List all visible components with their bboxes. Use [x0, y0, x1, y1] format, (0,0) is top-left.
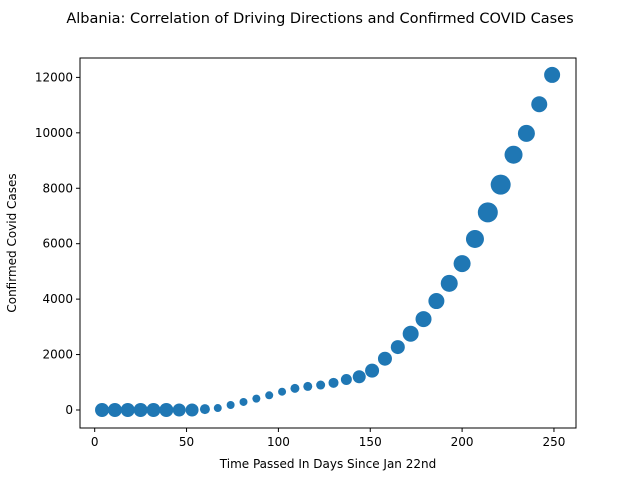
- plot-area-frame: [79, 57, 577, 429]
- scatter-point-4: [146, 402, 161, 417]
- y-tick-label: 4000: [42, 292, 73, 306]
- y-tick-label: 2000: [42, 348, 73, 362]
- scatter-point-20: [352, 370, 366, 384]
- scatter-point-13: [265, 391, 274, 400]
- scatter-point-5: [159, 402, 174, 417]
- scatter-point-14: [278, 387, 287, 396]
- scatter-point-9: [213, 404, 222, 413]
- x-tick-label: 150: [359, 435, 382, 449]
- y-tick-label: 12000: [35, 70, 73, 84]
- scatter-point-18: [328, 377, 339, 388]
- points-layer: [95, 66, 561, 417]
- scatter-point-6: [172, 403, 186, 417]
- x-axis-ticks: 0 50 100 150 200 250: [91, 428, 566, 449]
- scatter-point-34: [531, 96, 548, 113]
- x-tick-label: 0: [91, 435, 99, 449]
- scatter-point-1: [107, 402, 122, 417]
- scatter-point-22: [377, 351, 392, 366]
- scatter-point-0: [95, 402, 110, 417]
- scatter-point-23: [390, 340, 405, 355]
- scatter-point-32: [504, 145, 523, 164]
- scatter-point-28: [453, 255, 471, 273]
- scatter-point-10: [226, 401, 235, 409]
- y-axis-ticks: 0 2000 4000 6000 8000 10000 12000: [35, 70, 80, 417]
- scatter-point-26: [428, 293, 445, 310]
- x-axis-label: Time Passed In Days Since Jan 22nd: [219, 457, 436, 471]
- scatter-point-11: [239, 397, 248, 406]
- scatter-point-19: [340, 374, 352, 385]
- scatter-point-16: [303, 381, 313, 391]
- scatter-point-33: [517, 124, 535, 142]
- x-tick-label: 100: [267, 435, 290, 449]
- scatter-point-2: [120, 402, 135, 417]
- scatter-point-21: [365, 363, 380, 378]
- scatter-point-24: [402, 325, 419, 342]
- scatter-point-31: [490, 174, 511, 195]
- y-axis-label: Confirmed Covid Cases: [5, 173, 19, 312]
- scatter-point-3: [133, 402, 148, 417]
- scatter-point-15: [290, 383, 300, 393]
- scatter-point-30: [477, 202, 498, 223]
- chart-title: Albania: Correlation of Driving Directio…: [66, 11, 573, 27]
- x-tick-label: 50: [179, 435, 194, 449]
- scatter-point-12: [252, 394, 261, 403]
- scatter-point-35: [544, 66, 561, 83]
- scatter-point-29: [465, 229, 484, 248]
- y-tick-label: 8000: [42, 181, 73, 195]
- x-tick-label: 250: [543, 435, 566, 449]
- x-tick-label: 200: [451, 435, 474, 449]
- scatter-point-25: [415, 311, 432, 328]
- y-tick-label: 0: [65, 403, 73, 417]
- y-tick-label: 6000: [42, 237, 73, 251]
- scatter-point-7: [185, 403, 199, 417]
- scatter-point-17: [316, 380, 326, 390]
- y-tick-label: 10000: [35, 126, 73, 140]
- scatter-point-27: [440, 274, 458, 292]
- scatter-point-8: [199, 404, 210, 415]
